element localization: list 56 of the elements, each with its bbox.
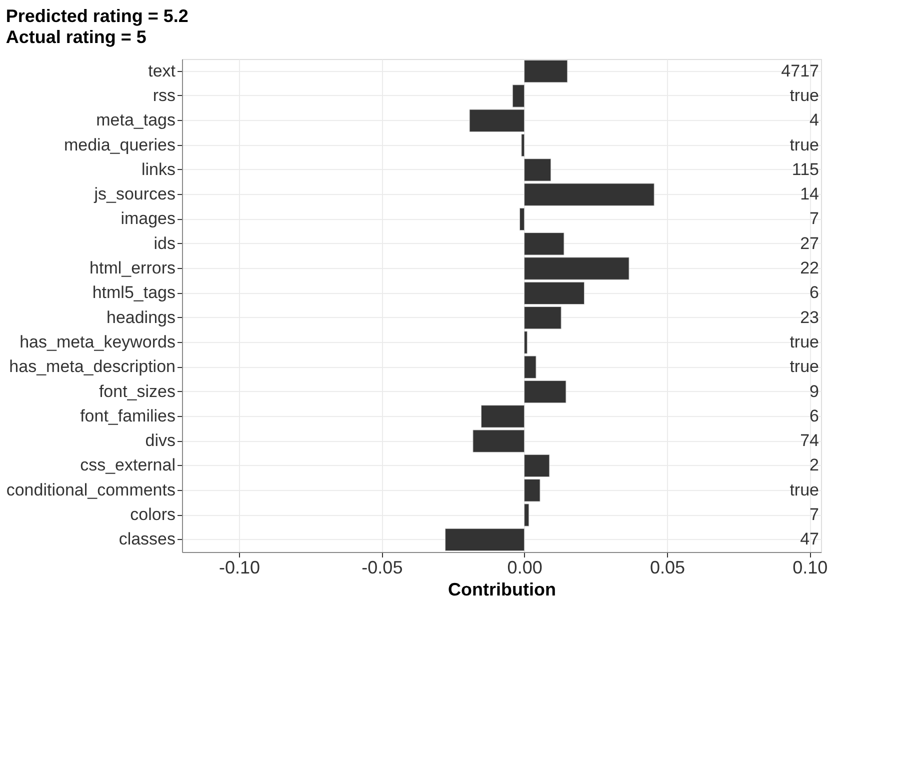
y-tick-label: classes — [118, 530, 176, 549]
x-tick-label: 0.00 — [507, 558, 542, 578]
annotation: true — [790, 480, 819, 500]
annotation: 27 — [800, 234, 819, 253]
bar — [445, 528, 525, 552]
annotation: 9 — [810, 382, 819, 401]
bar — [520, 208, 525, 231]
annotation: 7 — [810, 505, 819, 524]
annotation: true — [790, 332, 819, 352]
y-tick-label: font_families — [80, 406, 176, 426]
annotation: true — [790, 357, 819, 376]
annotation: 2 — [810, 456, 819, 475]
y-tick-label: meta_tags — [96, 110, 176, 130]
y-tick-label: js_sources — [93, 184, 176, 204]
y-tick-label: conditional_comments — [6, 480, 176, 500]
y-tick-label: html5_tags — [92, 283, 176, 302]
x-tick-label: -0.10 — [219, 558, 260, 578]
x-tick-label: 0.10 — [792, 558, 828, 578]
y-tick-label: divs — [145, 431, 176, 450]
annotation: 23 — [800, 308, 819, 327]
annotation: 74 — [800, 431, 819, 450]
annotation: 7 — [810, 209, 819, 228]
y-tick-label: font_sizes — [98, 382, 176, 401]
bar — [524, 306, 562, 330]
x-tick-label: 0.05 — [650, 558, 685, 578]
annotation: 22 — [800, 258, 819, 278]
bar — [524, 380, 566, 404]
y-tick-label: has_meta_description — [9, 357, 176, 376]
chart-subtitle: Actual rating = 5 — [6, 27, 146, 47]
annotation: true — [790, 86, 819, 105]
y-tick-label: colors — [130, 505, 176, 524]
annotation: 115 — [792, 160, 819, 179]
annotation: true — [790, 135, 819, 154]
y-tick-label: headings — [106, 308, 176, 327]
y-tick-label: html_errors — [90, 258, 176, 278]
annotation: 6 — [810, 283, 819, 302]
annotation: 6 — [810, 406, 819, 426]
bar — [524, 282, 584, 305]
bar — [524, 60, 568, 83]
annotation: 4 — [810, 110, 819, 130]
y-tick-label: images — [120, 209, 176, 228]
x-axis-title: Contribution — [448, 580, 556, 600]
y-tick-label: css_external — [80, 456, 176, 475]
y-tick-label: links — [141, 160, 176, 179]
y-tick-label: ids — [154, 234, 176, 253]
annotation: 4717 — [781, 61, 819, 80]
y-tick-label: rss — [152, 86, 176, 105]
annotation: 14 — [800, 184, 819, 204]
y-tick-label: media_queries — [64, 135, 176, 154]
chart-title: Predicted rating = 5.2 — [6, 6, 188, 26]
bar — [524, 454, 550, 478]
bar — [521, 134, 525, 157]
y-tick-label: text — [148, 61, 176, 80]
x-tick-label: -0.05 — [362, 558, 403, 578]
y-tick-label: has_meta_keywords — [20, 332, 176, 352]
annotation: 47 — [800, 530, 819, 549]
